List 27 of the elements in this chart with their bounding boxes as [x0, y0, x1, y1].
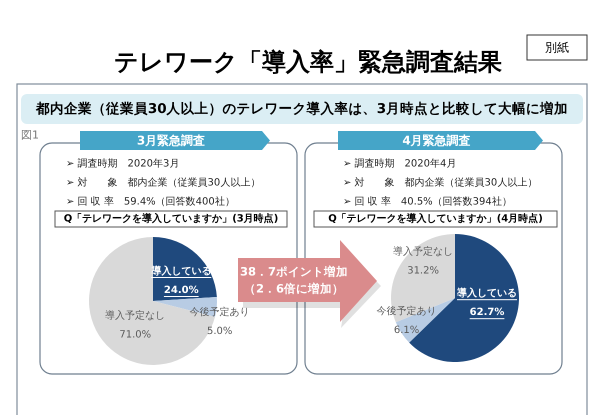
text: 都内企業（従業員30人以上）のテレワーク導入率は、3月時点と比較して大幅に増加: [34, 100, 568, 117]
text: ➢ 対 象 都内企業（従業員30人以上）: [343, 176, 538, 188]
slice-label: 今後予定あり: [190, 306, 250, 318]
chart-title: 3月緊急調査: [136, 134, 206, 148]
text: ➢ 調査時期 2020年4月: [343, 158, 456, 170]
chart-subtitle: Q「テレワークを導入していますか」(4月時点): [328, 212, 543, 224]
text: ➢ 回 収 率 59.4%（回答数400社）: [66, 196, 235, 208]
caption: 図1: [21, 128, 39, 142]
text: 38．7ポイント増加: [240, 264, 348, 278]
data-label: 62.7%: [470, 307, 504, 318]
chart-title: 4月緊急調査: [402, 134, 471, 148]
text: ➢ 回 収 率 40.5%（回答数394社）: [343, 196, 512, 208]
chart-subtitle: Q「テレワークを導入していますか」(3月時点): [64, 212, 278, 224]
text: 別紙: [545, 40, 569, 54]
slice-label: 今後予定あり: [376, 304, 437, 317]
text: ➢ 調査時期 2020年3月: [66, 158, 180, 170]
data-label: 5.0%: [207, 326, 232, 338]
slice-label: 導入予定なし: [105, 310, 166, 322]
text: （2．6倍に増加）: [244, 282, 344, 296]
slice-label: 導入している: [456, 287, 518, 300]
data-label: 24.0%: [164, 285, 199, 296]
text: テレワーク「導入率」緊急調査結果: [114, 48, 502, 76]
data-label: 31.2%: [407, 266, 439, 277]
slice-label: 導入予定なし: [393, 246, 454, 258]
data-label: 71.0%: [119, 330, 152, 341]
text: ➢ 対 象 都内企業（従業員30人以上）: [66, 176, 260, 188]
data-label: 6.1%: [394, 324, 420, 336]
